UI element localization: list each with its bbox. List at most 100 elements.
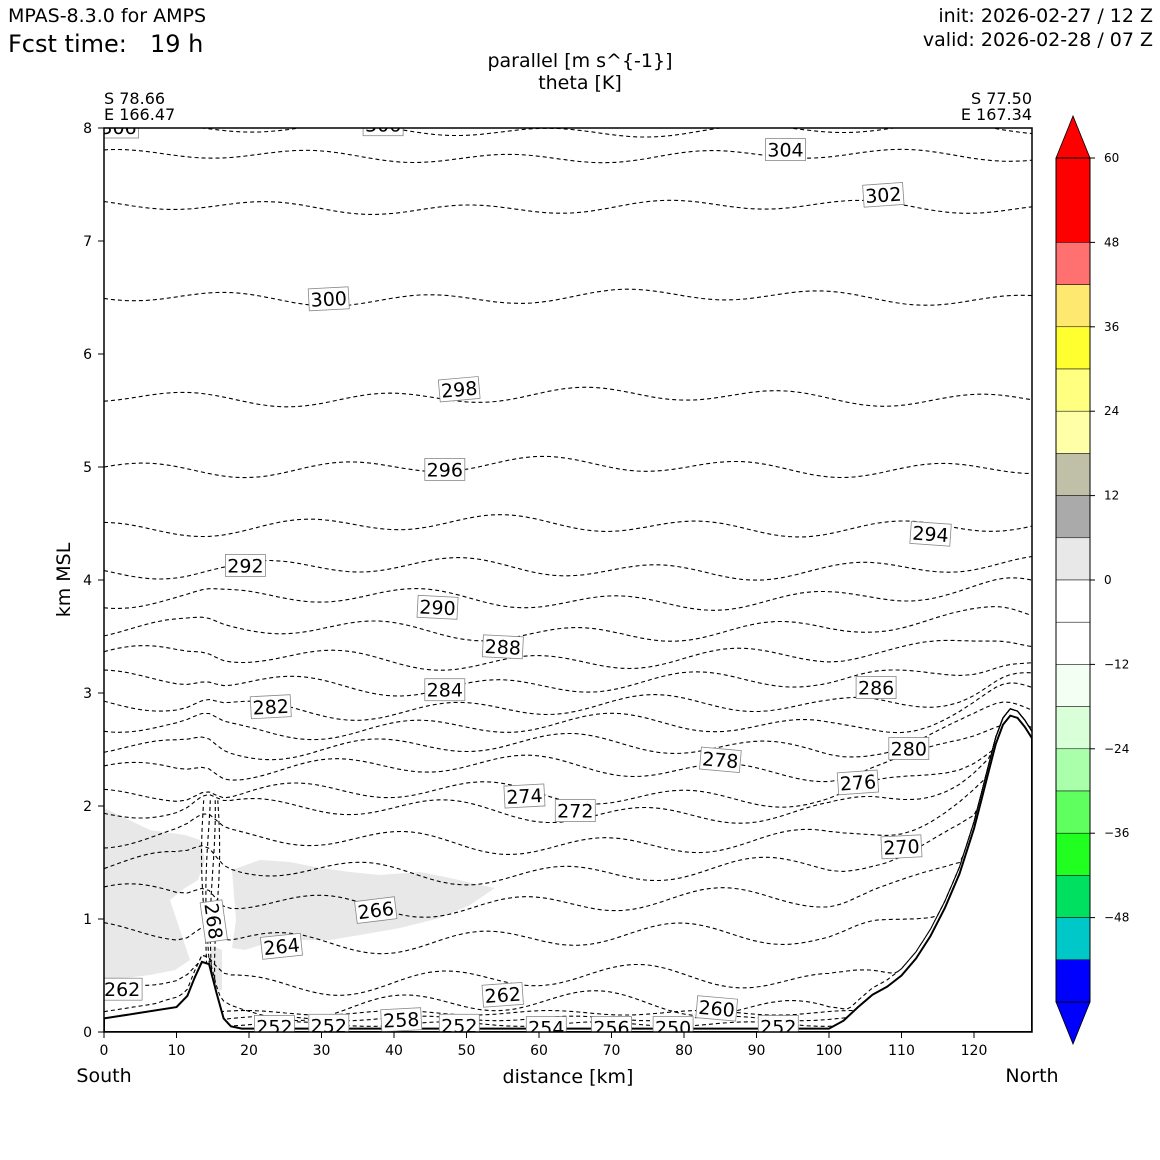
contour-label-box	[354, 896, 398, 924]
theta-contour-290	[104, 577, 1032, 611]
contour-label: 306	[362, 128, 404, 137]
contour-label-text: 262	[484, 984, 522, 1008]
colorbar-under-arrow	[1055, 1001, 1091, 1046]
x-tick-label: 20	[240, 1043, 258, 1059]
contour-label-text: 252	[760, 1017, 796, 1039]
left-end-longitude: E 166.47	[104, 105, 175, 124]
x-tick-label: 80	[675, 1043, 693, 1059]
contour-label-text: 284	[427, 680, 463, 702]
south-label: South	[76, 1065, 131, 1087]
contour-label-box	[362, 128, 404, 137]
init-time: init: 2026-02-27 / 12 Z	[938, 5, 1153, 27]
contour-label-box	[438, 1013, 480, 1032]
colorbar-tick-label: −24	[1104, 742, 1129, 756]
contour-label-box	[424, 678, 466, 702]
theta-contour-260	[104, 708, 1032, 1022]
colorbar-tick-label: 0	[1104, 573, 1112, 587]
x-tick-label: 40	[385, 1043, 403, 1059]
north-label: North	[1005, 1065, 1058, 1087]
contour-label-box	[249, 694, 292, 720]
contour-label-text: 266	[357, 898, 396, 924]
theta-contour-286	[104, 639, 1032, 671]
contour-label-text: 296	[427, 459, 463, 481]
contour-label: 288	[481, 634, 524, 660]
y-tick-label: 0	[83, 1025, 92, 1041]
x-axis-ticks: 0 10 20 30 40 50 60 70 80 90 100 110 120	[100, 1032, 987, 1059]
colorbar-bin	[1055, 832, 1091, 876]
x-tick-label: 30	[313, 1043, 331, 1059]
contour-label-box	[699, 746, 742, 773]
contour-label-box	[880, 834, 923, 860]
theta-contour-276	[104, 708, 1032, 783]
left-end-latitude: S 78.66	[104, 89, 165, 108]
contour-label: 296	[424, 457, 466, 481]
theta-contour-306	[104, 128, 1032, 138]
colorbar-bin	[1055, 959, 1091, 1003]
plot-area: 306 306 304 302 300 298 296 294 292 290 288 286 284 2…	[104, 128, 1032, 1040]
contour-label-text: 292	[227, 555, 263, 577]
y-tick-label: 1	[83, 912, 92, 928]
wind-shading-region	[104, 808, 205, 980]
contour-label: 252	[253, 1015, 295, 1032]
y-axis-ticks: 0 1 2 3 4 5 6 7 8	[83, 121, 104, 1041]
x-tick-label: 10	[168, 1043, 186, 1059]
right-end-latitude: S 77.50	[971, 89, 1032, 108]
contour-label-box	[424, 457, 466, 481]
contour-label-box	[888, 737, 930, 760]
contour-label-text: 304	[767, 140, 803, 162]
contour-label-text: 264	[262, 934, 300, 960]
y-tick-label: 2	[83, 799, 92, 815]
y-tick-label: 4	[83, 573, 92, 589]
y-tick-label: 3	[83, 686, 92, 702]
contour-label-text: 258	[383, 1009, 420, 1033]
contour-label-text: 274	[506, 785, 543, 809]
contour-label: 300	[307, 286, 350, 312]
contour-label: 286	[855, 676, 897, 700]
contour-label-box	[836, 769, 880, 796]
contour-label-box	[380, 1007, 423, 1032]
contour-label-box	[104, 977, 143, 1001]
contour-label-box	[503, 783, 546, 809]
model-title: MPAS-8.3.0 for AMPS	[8, 5, 206, 27]
contour-label: 266	[354, 896, 398, 924]
contour-label: 258	[380, 1007, 423, 1033]
colorbar-bin	[1055, 706, 1091, 750]
contour-label-text: 276	[839, 771, 877, 795]
contour-label-text: 252	[441, 1015, 477, 1037]
contour-label: 272	[554, 799, 596, 823]
chart-title-line1: parallel [m s^{-1}]	[487, 50, 672, 72]
y-tick-label: 8	[83, 121, 92, 137]
contour-label-box	[199, 899, 228, 943]
contour-label-box	[481, 982, 524, 1008]
theta-contour-296	[104, 455, 1032, 479]
contour-label: 306	[104, 128, 139, 139]
wind-shading-region	[104, 870, 140, 892]
contour-label: 280	[888, 737, 930, 761]
contour-label-text: 294	[912, 523, 950, 547]
colorbar-tick-label: −12	[1104, 657, 1129, 671]
contour-label-text: 302	[865, 184, 903, 208]
contour-label-box	[862, 182, 905, 208]
theta-contour-298	[104, 386, 1032, 408]
theta-contour-262	[104, 708, 1032, 996]
contour-label: 278	[699, 746, 742, 773]
colorbar-tick-label: 12	[1104, 489, 1119, 503]
contour-label: 262	[481, 982, 524, 1008]
x-tick-label: 50	[458, 1043, 476, 1059]
contour-label-text: 250	[655, 1018, 691, 1040]
contour-label-box	[308, 1013, 350, 1032]
contour-label: 292	[224, 554, 266, 577]
contour-label-box	[104, 128, 139, 139]
colorbar-bin	[1055, 284, 1091, 328]
contour-label-box	[757, 1015, 799, 1032]
contour-label: 264	[260, 932, 303, 960]
contour-label-text: 270	[883, 836, 920, 860]
colorbar-bin	[1055, 537, 1091, 581]
theta-contour-266	[104, 708, 1032, 918]
contour-label: 284	[424, 678, 466, 702]
y-tick-label: 5	[83, 460, 92, 476]
theta-contour-304	[104, 148, 1032, 164]
contour-label: 262	[104, 977, 143, 1001]
contour-label: 290	[416, 594, 459, 620]
